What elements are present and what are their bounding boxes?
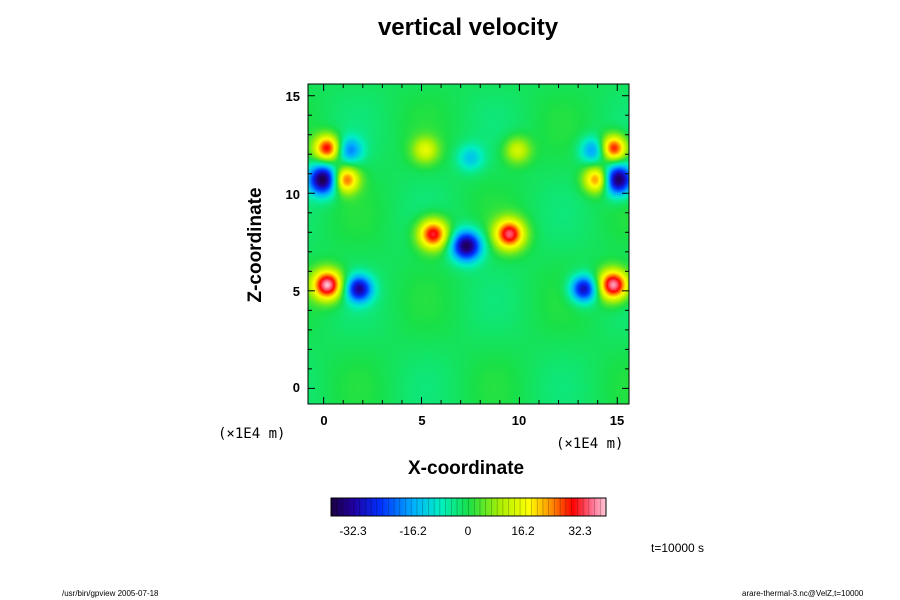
x-tick-label: 5 — [418, 413, 426, 428]
plot-frame — [307, 83, 630, 405]
y-tick-label: 0 — [292, 380, 300, 395]
colorbar-tick-label: 32.3 — [568, 524, 592, 538]
x-tick-label: 15 — [609, 413, 625, 428]
y-tick-label: 5 — [292, 284, 300, 299]
y-tick-label: 10 — [285, 187, 300, 202]
y-tick-label: 15 — [285, 89, 300, 104]
colorbar-divisions — [336, 498, 601, 516]
colorbar-tick-label: 16.2 — [511, 524, 535, 538]
x-tick-label: 0 — [320, 413, 328, 428]
x-axis-label: X-coordinate — [408, 458, 525, 479]
program-footer: /usr/bin/gpview 2005-07-18 — [62, 589, 159, 598]
colorbar-tick-label: 0 — [464, 524, 472, 538]
x-tick-label: 10 — [511, 413, 527, 428]
x-unit-label-secondary: (×1E4 m) — [556, 436, 624, 452]
source-footer: arare-thermal-3.nc@VelZ,t=10000 — [742, 589, 864, 598]
axis-ticks — [308, 84, 629, 404]
colorbar — [330, 497, 607, 517]
x-unit-label: (×1E4 m) — [218, 426, 286, 442]
velocity-heatmap — [308, 84, 629, 404]
colorbar-tick-label: -32.3 — [339, 524, 367, 538]
y-axis-label: Z-coordinate — [245, 187, 266, 303]
colorbar-tick-label: -16.2 — [399, 524, 427, 538]
chart-title: vertical velocity — [377, 14, 559, 41]
time-annotation: t=10000 s — [651, 541, 705, 555]
